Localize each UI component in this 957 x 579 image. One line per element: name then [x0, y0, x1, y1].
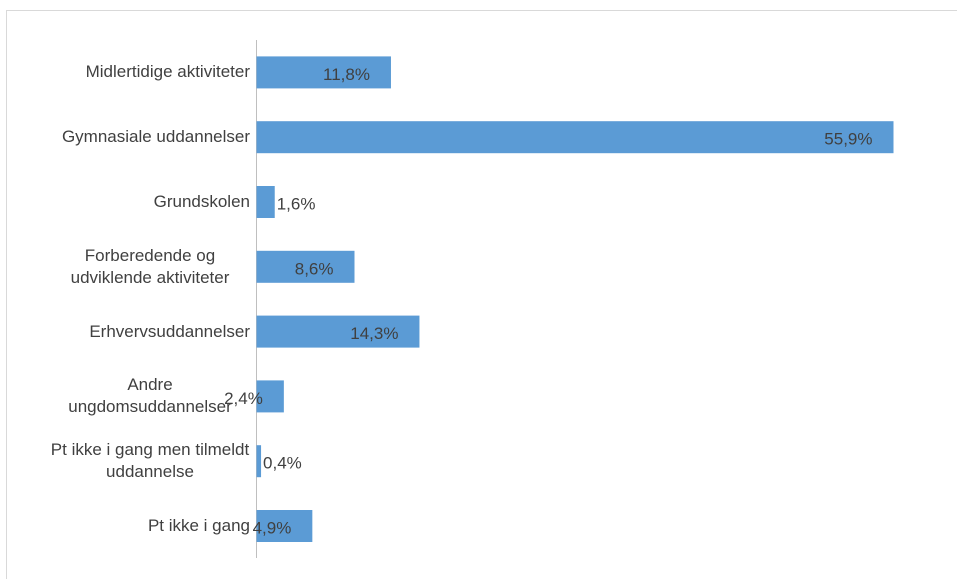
category-text: Pt ikke i gang — [147, 516, 250, 535]
data-label: 1,6% — [277, 194, 316, 213]
category-text: Midlertidige aktiviteter — [85, 62, 250, 82]
chart-frame — [6, 10, 957, 579]
category-text: Pt ikke i gang men tilmeldt uddannelse — [50, 440, 250, 482]
y-tick-label: Midlertidige aktiviteter — [10, 32, 250, 112]
data-label: 2,4% — [224, 389, 263, 408]
bar — [256, 121, 894, 154]
category-text: Grundskolen — [153, 192, 250, 211]
data-label: 4,9% — [253, 518, 292, 537]
category-text: Andre ungdomsuddannelser — [68, 375, 232, 417]
y-tick-label: Forberedende og udviklende aktiviteter — [10, 227, 250, 307]
y-tick-label: Pt ikke i gang men tilmeldt uddannelse — [10, 421, 250, 501]
bar — [256, 315, 420, 348]
y-tick-label: Pt ikke i gang — [10, 486, 250, 566]
category-text: Erhvervsuddannelser — [89, 321, 250, 341]
data-label: 0,4% — [263, 454, 302, 473]
bar — [256, 56, 391, 89]
category-text: Forberedende og udviklende aktiviteter — [70, 245, 230, 287]
y-tick-label: Erhvervsuddannelser — [10, 292, 250, 372]
data-label: 55,9% — [824, 130, 872, 149]
bar — [256, 380, 284, 413]
bar — [256, 186, 275, 218]
bar — [256, 250, 355, 283]
y-tick-label: Gymnasiale uddannelser — [10, 97, 250, 177]
bar — [256, 445, 262, 478]
data-label: 11,8% — [323, 65, 370, 84]
bar — [256, 510, 313, 542]
data-label: 8,6% — [295, 259, 334, 278]
y-tick-label: Grundskolen — [10, 162, 250, 242]
y-tick-label: Andre ungdomsuddannelser — [10, 356, 250, 436]
data-label: 14,3% — [350, 324, 398, 343]
category-text: Gymnasiale uddannelser — [61, 127, 250, 147]
